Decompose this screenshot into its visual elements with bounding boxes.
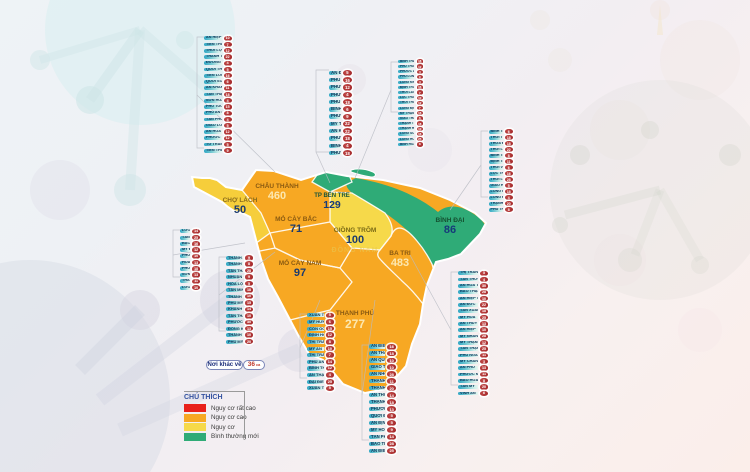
- svg-text:CHỢ LÁCH: CHỢ LÁCH: [223, 195, 258, 204]
- svg-text:460: 460: [268, 190, 286, 202]
- svg-text:TP BẾN TRE: TP BẾN TRE: [314, 192, 350, 199]
- svg-text:CHÂU THÀNH: CHÂU THÀNH: [255, 181, 299, 190]
- svg-text:71: 71: [290, 223, 302, 235]
- svg-text:MỎ CÀY NAM: MỎ CÀY NAM: [279, 258, 322, 267]
- svg-text:129: 129: [323, 199, 341, 211]
- svg-text:BA TRI: BA TRI: [389, 250, 411, 257]
- svg-text:277: 277: [345, 317, 365, 331]
- svg-text:483: 483: [391, 257, 409, 269]
- svg-text:97: 97: [294, 267, 306, 279]
- svg-text:50: 50: [234, 204, 246, 216]
- svg-text:100: 100: [346, 234, 364, 246]
- svg-text:THẠNH PHÚ: THẠNH PHÚ: [336, 308, 375, 317]
- svg-text:86: 86: [444, 224, 456, 236]
- svg-text:MỎ CÀY BẮC: MỎ CÀY BẮC: [275, 214, 317, 223]
- svg-text:BÌNH ĐẠI: BÌNH ĐẠI: [436, 215, 465, 224]
